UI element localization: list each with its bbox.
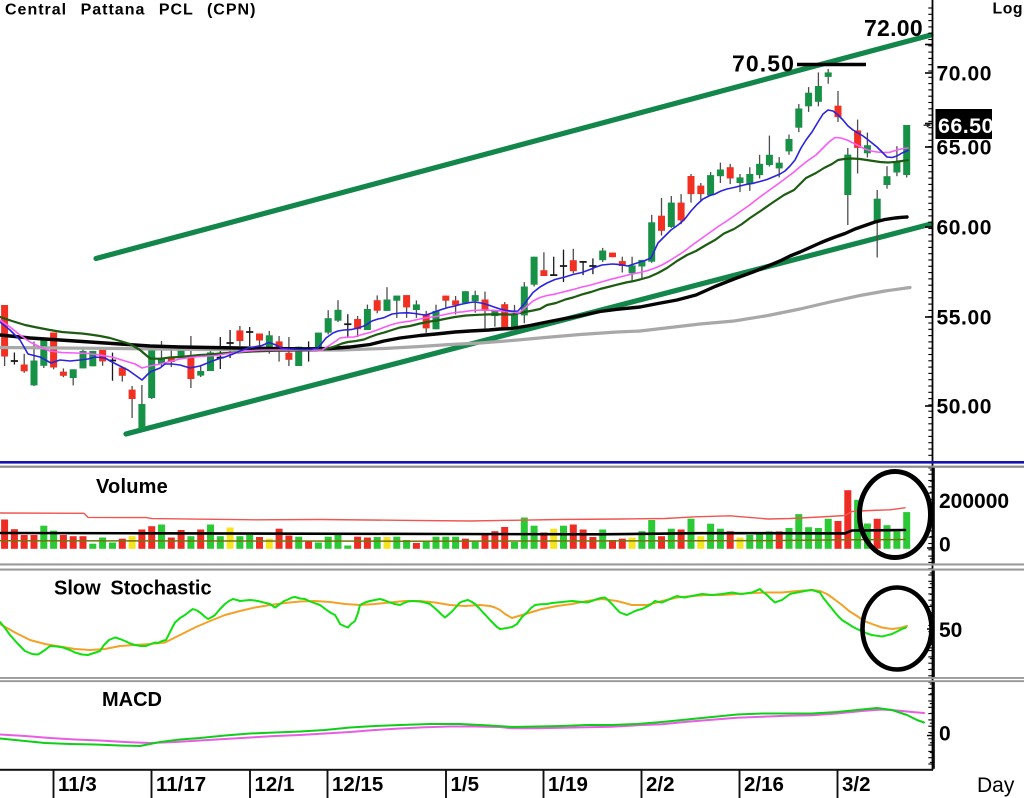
svg-text:70.00: 70.00 [937,63,993,86]
svg-text:12/15: 12/15 [332,773,383,796]
svg-text:0: 0 [939,534,951,557]
svg-text:1/19: 1/19 [548,773,588,796]
svg-text:55.00: 55.00 [937,307,993,330]
svg-text:Log: Log [993,1,1023,18]
svg-text:Volume: Volume [96,476,168,498]
svg-text:60.00: 60.00 [937,217,993,240]
svg-text:3/2: 3/2 [842,773,871,796]
svg-text:70.50: 70.50 [732,51,795,77]
svg-text:1/5: 1/5 [451,773,480,796]
svg-text:Day: Day [977,774,1015,797]
svg-text:50: 50 [939,619,962,642]
svg-text:11/3: 11/3 [58,773,97,796]
svg-text:72.00: 72.00 [864,15,923,41]
svg-text:0: 0 [939,723,951,746]
svg-text:2/16: 2/16 [744,773,784,796]
svg-text:11/17: 11/17 [156,773,206,796]
svg-text:65.00: 65.00 [937,137,993,160]
svg-text:12/1: 12/1 [255,773,295,796]
svg-text:MACD: MACD [102,689,162,711]
svg-text:Central Pattana PCL (CPN): Central Pattana PCL (CPN) [5,1,256,18]
svg-text:66.50: 66.50 [938,114,994,138]
svg-text:Slow Stochastic: Slow Stochastic [54,578,212,600]
svg-text:200000: 200000 [939,490,1009,513]
svg-text:2/2: 2/2 [646,773,675,796]
svg-text:50.00: 50.00 [937,396,993,419]
